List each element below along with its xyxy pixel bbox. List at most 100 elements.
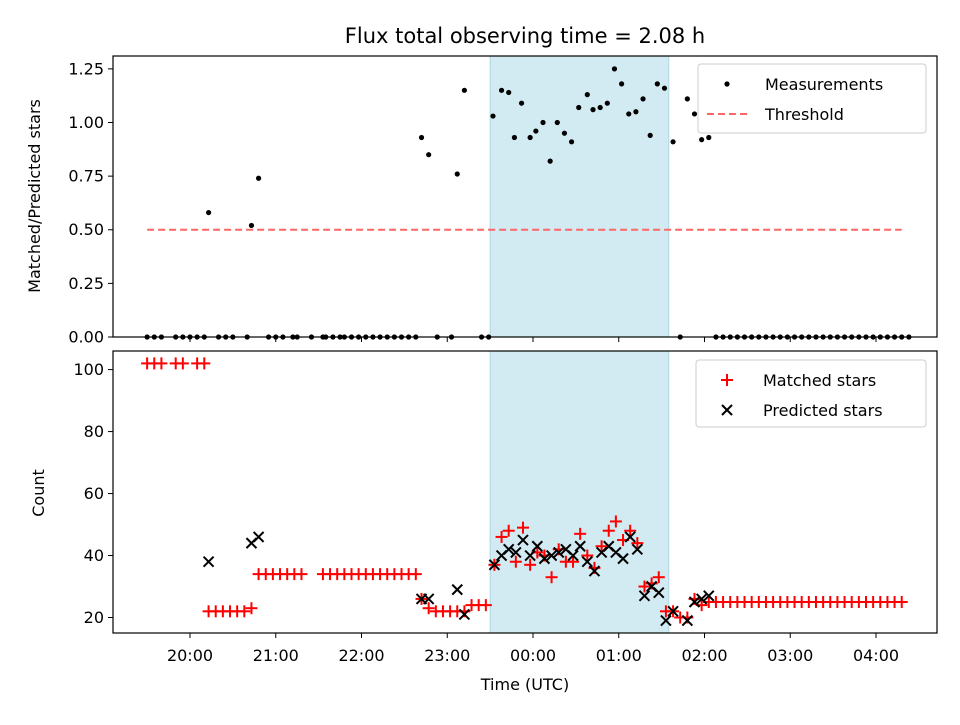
predicted-point: [510, 546, 522, 559]
predicted-point: [688, 596, 701, 608]
measurement-point: [540, 119, 546, 126]
matched-point: [176, 357, 189, 370]
legend-predicted-label: Predicted stars: [763, 401, 883, 420]
matched-point: [631, 537, 644, 550]
predicted-point-b: [567, 549, 579, 562]
predicted-point: [517, 534, 529, 546]
predicted-point-b: [703, 590, 715, 602]
legend-matched-label: Matched stars: [763, 371, 876, 390]
predicted-point: [588, 565, 601, 577]
measurement-point: [597, 104, 603, 111]
predicted-point-b: [631, 543, 644, 556]
matched-point: [238, 605, 251, 618]
measurement-point: [626, 111, 632, 117]
y-tick-label-top: 0.50: [68, 220, 104, 239]
predicted-point-b: [653, 587, 665, 599]
y-tick-label-bottom: 60: [84, 484, 104, 503]
x-tick-label: 03:00: [767, 646, 813, 665]
predicted-point: [567, 549, 579, 562]
predicted-point-b: [688, 596, 701, 608]
predicted-point: [695, 593, 708, 605]
matched-point: [652, 571, 665, 584]
measurement-point: [584, 92, 590, 98]
measurement-point: [590, 107, 596, 113]
matched-point: [595, 540, 608, 553]
measurement-point: [461, 87, 467, 93]
measurement-point: [426, 152, 432, 158]
legend-threshold-label: Threshold: [764, 105, 844, 124]
measurement-point: [506, 89, 512, 96]
predicted-point: [422, 593, 435, 605]
y-tick-label-bottom: 80: [84, 422, 104, 441]
matched-point: [545, 571, 558, 584]
predicted-point-b: [202, 556, 215, 568]
predicted-point: [524, 549, 536, 562]
measurement-point: [533, 128, 539, 134]
axes-frame-bottom: [112, 350, 938, 634]
y-axis-label-bottom: Count: [29, 469, 48, 517]
measurement-point: [454, 171, 460, 177]
predicted-point: [451, 583, 463, 596]
predicted-point: [653, 587, 665, 599]
measurement-point: [706, 134, 712, 141]
measurement-point: [640, 96, 646, 102]
legend-top-box: [697, 63, 927, 134]
measurement-point: [670, 139, 676, 145]
matched-point: [495, 530, 508, 543]
measurement-point: [684, 96, 690, 102]
measurement-point: [490, 113, 496, 119]
matched-point: [638, 580, 651, 593]
predicted-point-b: [553, 546, 565, 559]
measurement-point: [205, 209, 212, 216]
panel-top: 0.00 0.25 0.50 0.75 1.00 1.25: [68, 55, 938, 347]
measurement-point: [418, 134, 425, 141]
matched-point: [516, 521, 529, 534]
measurement-point: [256, 175, 262, 181]
y-tick-label-bottom: 20: [84, 608, 104, 627]
predicted-point-b: [488, 559, 501, 571]
x-tick-label: 23:00: [424, 646, 470, 665]
predicted-point: [703, 590, 715, 602]
matched-point: [624, 524, 637, 537]
predicted-point-b: [502, 543, 515, 556]
measurement-point: [604, 100, 610, 106]
y-tick-label-top: 1.00: [68, 113, 104, 132]
measurement-point: [248, 222, 255, 229]
matched-point: [245, 602, 258, 615]
panel-bottom: 20 40 60 80 100 20:00 21:00 22:00 23:00 00:00 01:0…: [73, 350, 938, 665]
legend-matched-marker: [721, 374, 733, 386]
matched-point: [479, 599, 492, 612]
y-tick-label-top: 0.75: [68, 167, 104, 186]
predicted-point-b: [610, 546, 622, 559]
measurement-point: [647, 132, 653, 138]
predicted-point: [574, 540, 586, 552]
matched-point: [895, 596, 908, 609]
measurement-point: [611, 66, 618, 72]
predicted-point-b: [574, 540, 586, 552]
predicted-point-b: [531, 540, 543, 552]
predicted-point: [681, 614, 694, 627]
measurement-point: [619, 81, 625, 87]
predicted-point: [531, 540, 543, 552]
predicted-point: [538, 552, 551, 565]
matched-point: [409, 568, 422, 581]
x-tick-label: 01:00: [596, 646, 642, 665]
x-tick-label: 00:00: [510, 646, 556, 665]
predicted-point-b: [451, 583, 463, 596]
predicted-point: [624, 531, 636, 543]
measurement-point: [568, 139, 575, 145]
y-tick-label-top: 0.25: [68, 274, 104, 293]
predicted-point-b: [545, 549, 558, 562]
axes-frame-top: [112, 55, 938, 338]
matched-point: [581, 549, 594, 562]
series-bottom-1: [202, 531, 715, 627]
predicted-point-b: [560, 543, 572, 556]
predicted-point: [617, 552, 629, 565]
predicted-point: [252, 531, 265, 543]
predicted-point-b: [458, 608, 471, 621]
chart-title: Flux total observing time = 2.08 h: [345, 24, 705, 48]
measurement-point: [691, 111, 698, 117]
legend-measurements-label: Measurements: [765, 75, 883, 94]
predicted-point: [458, 608, 471, 621]
